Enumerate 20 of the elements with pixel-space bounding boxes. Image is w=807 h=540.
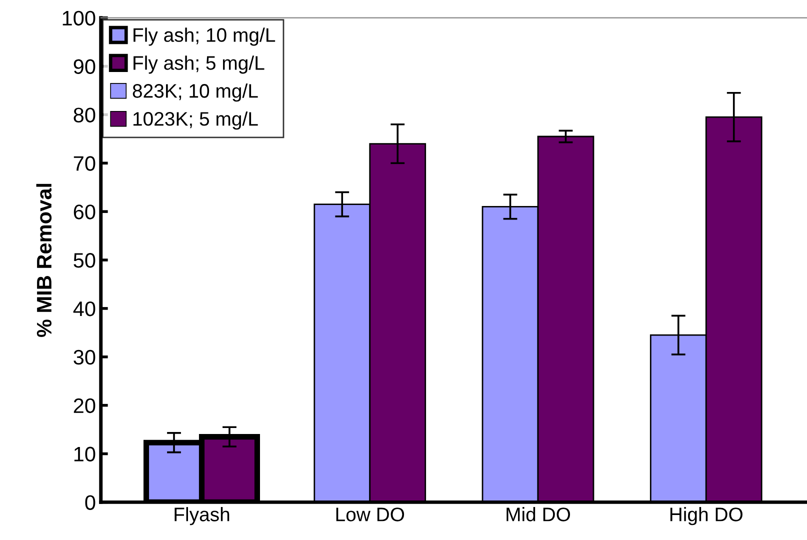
legend-label: 823K; 10 mg/L (132, 84, 258, 102)
y-axis-title: % MIB Removal (36, 184, 52, 338)
y-tick-label: 0 (85, 495, 96, 510)
y-tick-label: 10 (74, 446, 96, 462)
y-tick-label: 90 (74, 59, 96, 74)
legend-label: 1023K; 5 mg/L (133, 112, 258, 130)
x-tick-label: Mid DO (506, 507, 570, 522)
y-tick-label: 100 (62, 10, 96, 26)
y-tick-label: 60 (74, 204, 96, 220)
legend-label: Fly ash; 5 mg/L (134, 56, 264, 74)
y-tick-label: 50 (74, 253, 96, 268)
y-tick-label: 70 (74, 156, 96, 171)
x-tick-label: Flyash (174, 507, 230, 526)
y-tick-label: 30 (74, 350, 96, 365)
y-tick-label: 40 (73, 301, 96, 316)
x-tick-label: High DO (670, 507, 742, 526)
legend-label: Fly ash; 10 mg/L (134, 28, 276, 46)
y-tick-label: 80 (74, 108, 96, 122)
y-tick-label: 20 (74, 398, 96, 414)
x-tick-label: Low DO (336, 508, 404, 522)
